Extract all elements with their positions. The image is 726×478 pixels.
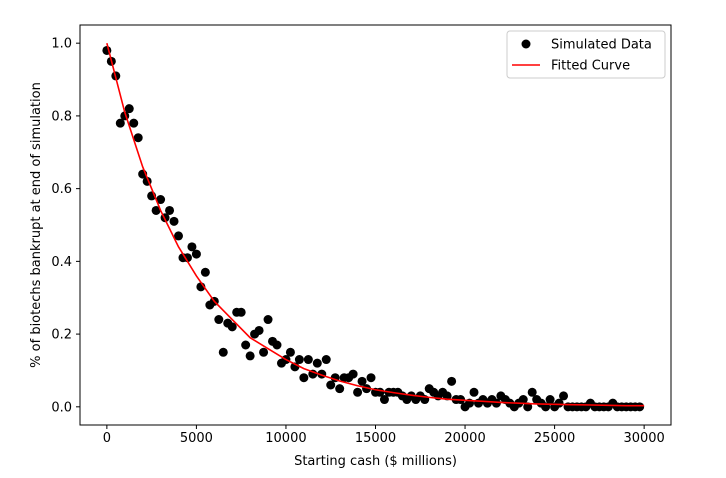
- y-tick-label: 1.0: [51, 37, 72, 52]
- legend-label-fitted-curve: Fitted Curve: [551, 59, 630, 74]
- data-point: [151, 205, 161, 215]
- data-point: [353, 387, 363, 397]
- data-point: [294, 355, 304, 365]
- y-axis-label: % of biotechs bankrupt at end of simulat…: [29, 82, 44, 368]
- y-tick-label: 0.4: [51, 255, 72, 270]
- data-point: [299, 373, 309, 383]
- data-point: [348, 369, 358, 379]
- data-point: [259, 347, 269, 357]
- data-point: [469, 387, 479, 397]
- data-point: [245, 351, 255, 361]
- x-tick-label: 5000: [180, 431, 213, 446]
- x-tick-label: 30000: [623, 431, 664, 446]
- plot-area: [102, 42, 645, 412]
- data-point: [133, 133, 143, 143]
- data-point: [335, 384, 345, 394]
- legend-marker-simulated-data: [521, 39, 531, 49]
- data-point: [187, 242, 197, 252]
- axes-frame: [79, 24, 672, 426]
- data-point: [326, 380, 336, 390]
- data-point: [200, 267, 210, 277]
- legend-label-simulated-data: Simulated Data: [551, 38, 652, 53]
- data-point: [285, 347, 295, 357]
- data-point: [554, 398, 564, 408]
- data-point: [379, 395, 389, 405]
- x-tick-label: 10000: [265, 431, 306, 446]
- data-point: [236, 307, 246, 317]
- data-point: [312, 358, 322, 368]
- data-point: [357, 376, 367, 386]
- fitted-curve-line: [106, 42, 645, 407]
- x-axis-label: Starting cash ($ millions): [294, 454, 457, 469]
- data-point: [124, 104, 134, 114]
- data-point: [241, 340, 251, 350]
- data-point: [129, 118, 139, 128]
- data-point: [527, 387, 537, 397]
- x-tick-label: 20000: [444, 431, 485, 446]
- data-point: [254, 325, 264, 335]
- data-point: [263, 315, 273, 325]
- y-tick-label: 0.0: [51, 400, 72, 415]
- data-point: [518, 395, 528, 405]
- data-point: [227, 322, 237, 332]
- data-point: [491, 398, 501, 408]
- y-tick-label: 0.6: [51, 182, 72, 197]
- ticks: 0 5000 10000 15000 20000 25000 30000 0.0 0.2 0.4 0…: [51, 37, 665, 446]
- data-point: [321, 355, 331, 365]
- data-point: [174, 231, 183, 241]
- data-point: [156, 195, 166, 205]
- data-point: [523, 402, 533, 412]
- data-point: [362, 384, 372, 394]
- data-point: [447, 376, 457, 386]
- data-point: [272, 340, 282, 350]
- data-point: [218, 347, 228, 357]
- data-point: [169, 216, 179, 226]
- data-point: [545, 395, 555, 405]
- x-tick-label: 15000: [355, 431, 396, 446]
- x-tick-label: 25000: [534, 431, 575, 446]
- data-point: [635, 402, 645, 412]
- data-point: [182, 253, 192, 263]
- data-point: [191, 249, 201, 259]
- data-point: [559, 391, 569, 401]
- legend: Simulated Data Fitted Curve: [506, 30, 666, 79]
- data-point: [165, 205, 175, 215]
- data-point: [214, 315, 224, 325]
- x-tick-label: 0: [103, 431, 111, 446]
- y-tick-label: 0.8: [51, 109, 72, 124]
- data-point: [366, 373, 376, 383]
- y-tick-label: 0.2: [51, 328, 72, 343]
- data-point: [115, 118, 125, 128]
- data-point: [303, 355, 313, 365]
- legend-box: [506, 30, 666, 79]
